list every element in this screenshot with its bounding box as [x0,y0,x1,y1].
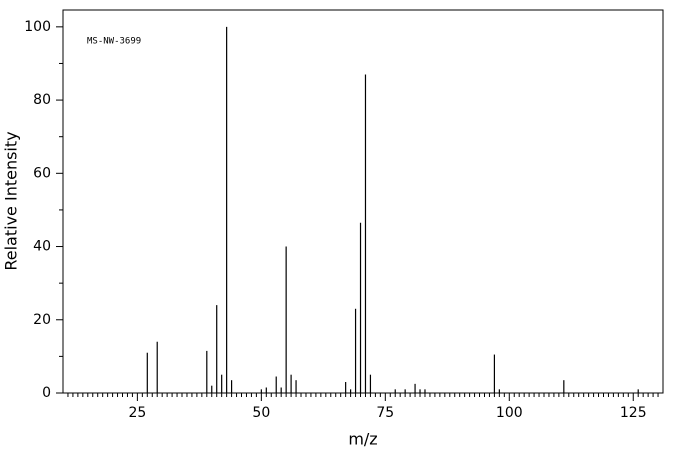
y-tick-label: 100 [24,19,51,35]
y-tick-label: 80 [33,92,51,108]
y-axis-label: Relative Intensity [2,131,21,270]
x-tick-label: 25 [128,405,146,421]
x-tick-label: 100 [496,405,523,421]
annotation: MS-NW-3699 [87,37,141,47]
x-tick-label: 50 [252,405,270,421]
x-axis-label: m/z [348,430,377,449]
y-tick-label: 20 [33,312,51,328]
x-tick-label: 125 [620,405,647,421]
y-tick-label: 0 [42,385,51,401]
y-tick-label: 40 [33,239,51,255]
x-tick-label: 75 [376,405,394,421]
plot-frame [62,9,664,394]
y-tick-label: 60 [33,165,51,181]
